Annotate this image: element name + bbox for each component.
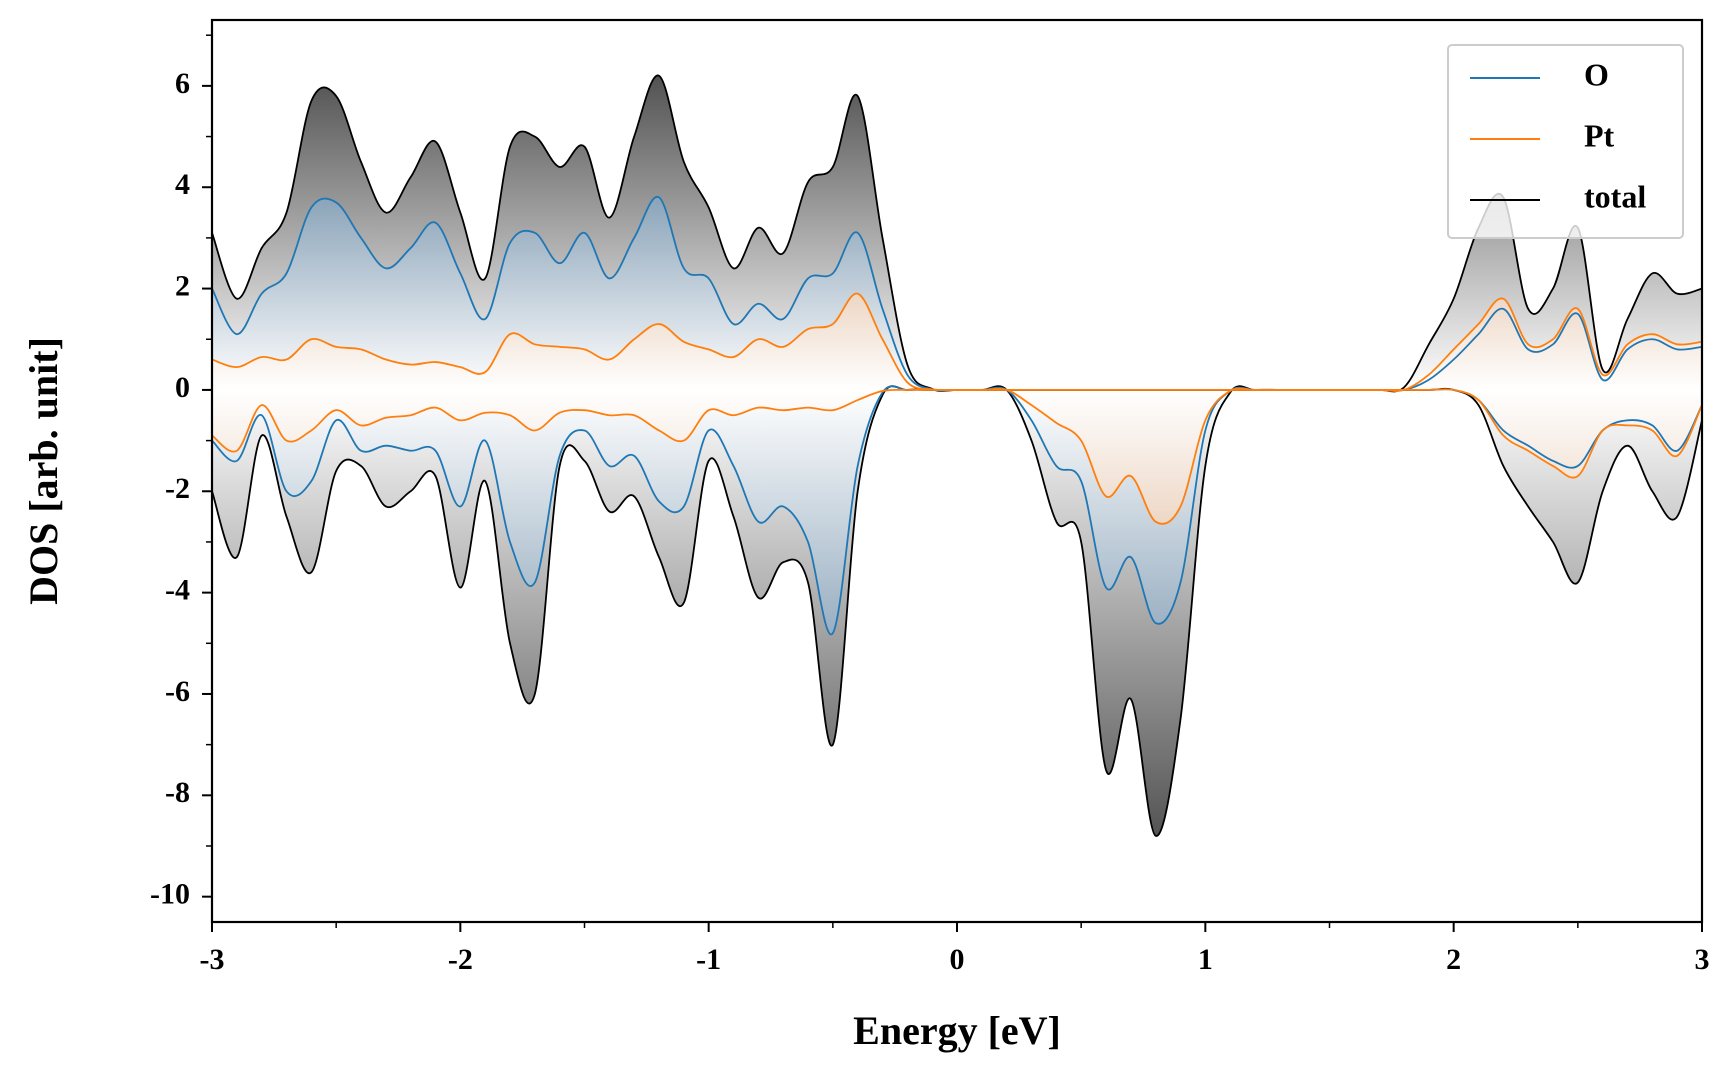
- legend-box: [1447, 44, 1684, 239]
- x-axis-label: Energy [eV]: [853, 1008, 1061, 1053]
- y-tick-label: -6: [165, 675, 190, 708]
- area-fill: [212, 293, 1702, 392]
- y-tick-label: -2: [165, 472, 190, 505]
- fills: [212, 75, 1702, 836]
- y-tick-label: -8: [165, 776, 190, 809]
- y-axis-label: DOS [arb. unit]: [21, 337, 66, 605]
- lines: [211, 74, 1703, 837]
- x-tick-label: -1: [696, 943, 721, 976]
- y-tick-label: 0: [175, 371, 190, 404]
- y-tick-label: -4: [165, 574, 190, 607]
- area-fill: [212, 386, 1702, 836]
- y-tick-label: 2: [175, 269, 190, 302]
- x-tick-label: -2: [448, 943, 473, 976]
- x-tick-label: 2: [1446, 943, 1461, 976]
- area-fill: [212, 388, 1702, 524]
- area-fill: [212, 386, 1702, 635]
- x-tick-label: 3: [1695, 943, 1710, 976]
- legend-label: O: [1584, 56, 1609, 92]
- y-tick-label: 6: [175, 67, 190, 100]
- y-tick-label: 4: [175, 168, 190, 201]
- series-line: [211, 387, 1703, 525]
- x-tick-label: 1: [1198, 943, 1213, 976]
- area-fill: [212, 196, 1702, 391]
- y-tick-label: -10: [150, 878, 190, 911]
- x-tick-label: 0: [950, 943, 965, 976]
- legend-label: total: [1584, 178, 1646, 214]
- legend-label: Pt: [1584, 117, 1615, 153]
- x-tick-label: -3: [200, 943, 225, 976]
